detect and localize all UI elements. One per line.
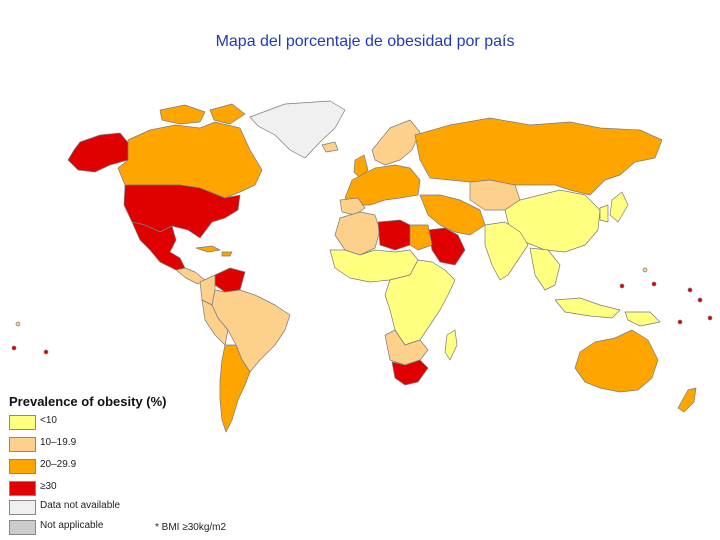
legend-swatch: [9, 437, 36, 452]
region-japan: [609, 191, 629, 223]
bmi-footnote: * BMI ≥30kg/m2: [155, 522, 227, 533]
legend-label: Not applicable: [40, 520, 104, 531]
legend-swatch: [9, 481, 36, 496]
legend-label: Data not available: [40, 500, 121, 511]
region-india: [484, 221, 529, 281]
pacific-island-dot: [619, 283, 625, 289]
pacific-island-dot: [697, 297, 703, 303]
legend-swatch: [9, 520, 36, 535]
pacific-island-dot: [15, 321, 21, 327]
legend-swatch: [9, 500, 36, 515]
legend-label: 10–19.9: [40, 437, 77, 448]
legend-swatch: [9, 459, 36, 474]
region-southeast-asia: [529, 247, 561, 291]
region-iceland: [321, 141, 339, 153]
region-indonesia: [554, 297, 621, 319]
region-libya: [377, 219, 413, 251]
region-korea: [599, 204, 609, 223]
region-caribbean: [195, 245, 233, 257]
pacific-island-dot: [651, 281, 657, 287]
pacific-island-dot: [677, 319, 683, 325]
legend-title: Prevalence of obesity (%): [9, 394, 167, 409]
legend-label: 20–29.9: [40, 459, 77, 470]
legend-label: <10: [40, 415, 57, 426]
region-australia: [574, 329, 659, 393]
pacific-island-dot: [11, 345, 17, 351]
region-north-africa-west: [334, 211, 381, 256]
region-new-guinea: [624, 311, 661, 327]
pacific-island-dot: [43, 349, 49, 355]
region-argentina: [219, 344, 251, 433]
legend-label: ≥30: [40, 481, 57, 492]
region-scandinavia: [371, 119, 421, 166]
region-central-africa: [384, 259, 456, 346]
region-greenland: [249, 100, 346, 159]
region-madagascar: [444, 329, 458, 361]
region-saudi-arabia: [427, 227, 466, 266]
region-alaska: [67, 132, 131, 173]
region-south-africa: [391, 359, 429, 386]
pacific-island-dot: [687, 287, 693, 293]
region-mexico: [131, 221, 186, 271]
region-peru: [201, 299, 229, 346]
pacific-island-dot: [707, 315, 713, 321]
region-new-zealand: [677, 387, 697, 413]
region-middle-east: [419, 194, 486, 236]
region-canada-islands: [159, 103, 246, 125]
region-egypt: [409, 224, 433, 251]
world-map: [11, 100, 713, 433]
region-venezuela: [214, 267, 246, 293]
region-russia: [414, 117, 663, 196]
region-canada: [117, 121, 263, 199]
pacific-island-dot: [642, 267, 648, 273]
map-title: Mapa del porcentaje de obesidad por país: [215, 33, 515, 50]
region-southern-africa: [384, 329, 429, 366]
region-iberia: [339, 197, 366, 216]
legend-swatch: [9, 415, 36, 430]
